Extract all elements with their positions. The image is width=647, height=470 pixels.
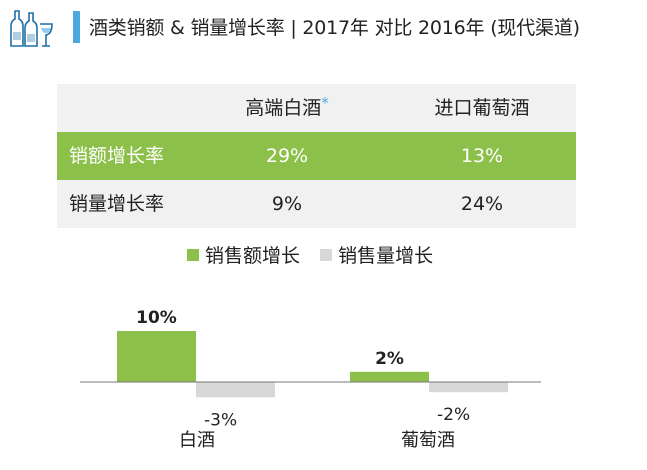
category-label-0: 白酒	[179, 430, 215, 451]
row-label: 销量增长率	[69, 193, 165, 215]
growth-bar-chart: 10% -3%白酒 2% -2% 葡萄酒	[80, 308, 541, 451]
table-row: 销量增长率 9% 24%	[57, 180, 576, 228]
category-label-1: 葡萄酒	[401, 430, 455, 451]
table-header-row: 高端白酒* 进口葡萄酒	[57, 84, 576, 132]
legend-label-volume: 销售量增长	[338, 245, 434, 267]
bar-volume-0	[196, 382, 275, 398]
header-accent-bar	[73, 11, 80, 43]
wine-bottles-glass-icon	[10, 10, 53, 47]
page-header: 酒类销额 & 销量增长率 | 2017年 对比 2016年 (现代渠道)	[0, 0, 647, 60]
bar-sales-0	[117, 331, 196, 382]
legend-swatch-sales	[187, 249, 199, 261]
data-label-sales-1: 2%	[375, 349, 404, 369]
table-cell: 24%	[460, 193, 504, 215]
bar-volume-1	[429, 382, 508, 393]
table-cell: 29%	[265, 145, 309, 167]
bar-sales-1	[350, 371, 429, 382]
table-row: 销额增长率 29% 13%	[57, 132, 576, 180]
table-cell: 13%	[460, 145, 504, 167]
data-label-volume-1: -2%	[437, 405, 470, 425]
table-header-baijiu: 高端白酒*	[227, 84, 347, 132]
table-cell: 9%	[271, 193, 303, 215]
legend-label-sales: 销售额增长	[205, 245, 301, 267]
comparison-table: 高端白酒* 进口葡萄酒 销额增长率 29% 13% 销量增长率 9% 24%	[57, 84, 576, 228]
data-label-sales-0: 10%	[136, 308, 177, 328]
legend-swatch-volume	[320, 249, 333, 261]
page-title: 酒类销额 & 销量增长率 | 2017年 对比 2016年 (现代渠道)	[89, 17, 580, 39]
table-header-wine: 进口葡萄酒	[434, 97, 530, 119]
legend-item-sales: 销售额增长	[187, 241, 300, 268]
footnote-mark: *	[321, 94, 329, 112]
chart-legend: 销售额增长 销售量增长	[187, 241, 447, 268]
table-header-baijiu-label: 高端白酒	[245, 97, 322, 119]
legend-item-volume: 销售量增长	[320, 241, 433, 268]
data-label-volume-0: -3%	[204, 410, 237, 430]
row-label: 销额增长率	[69, 145, 165, 167]
